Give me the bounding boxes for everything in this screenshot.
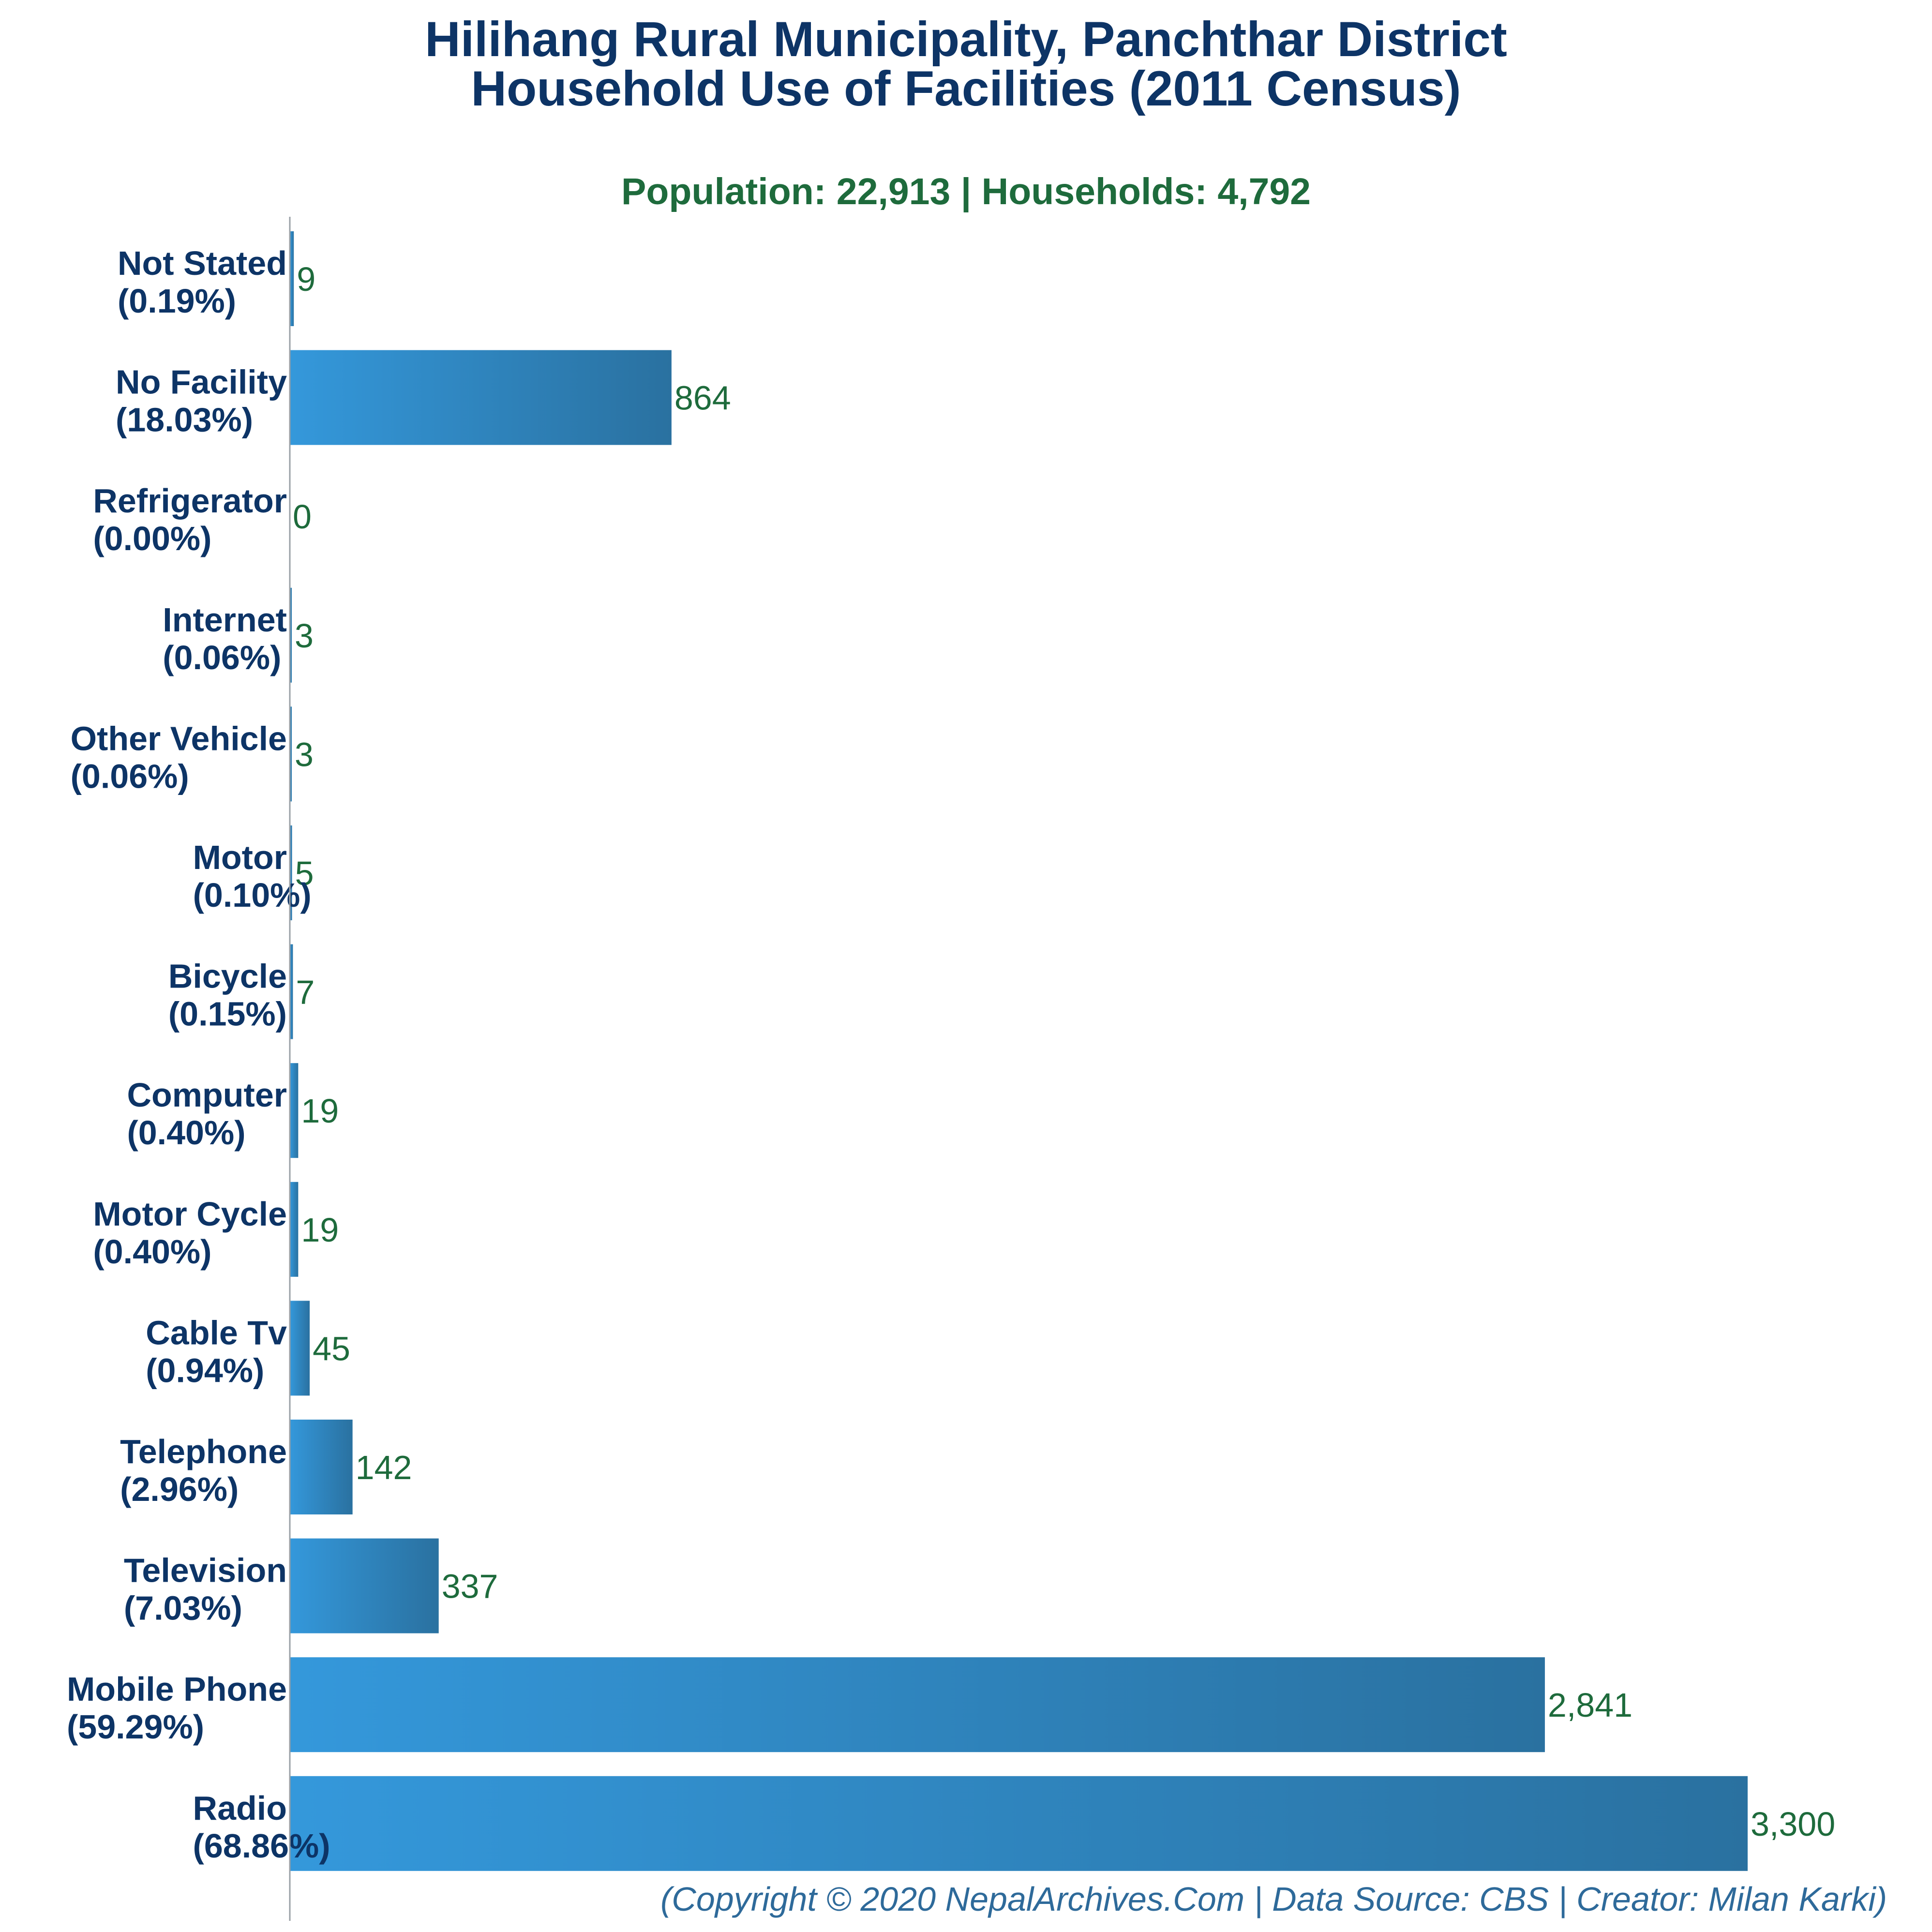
bar-group: 864 No Facility(18.03%) [116, 350, 731, 445]
category-label: Telephone [120, 1433, 287, 1470]
category-percent-label: (0.06%) [163, 639, 281, 676]
bar-group: 19 Computer(0.40%) [127, 1063, 339, 1158]
category-label: Motor [193, 839, 287, 876]
category-percent-label: (0.40%) [127, 1114, 245, 1152]
category-percent-label: (0.00%) [93, 520, 211, 557]
bar [290, 1420, 353, 1514]
category-label: Radio [193, 1789, 287, 1827]
bar-value-label: 9 [297, 260, 315, 298]
bar-group: 142 Telephone(2.96%) [120, 1420, 412, 1514]
bar-value-label: 5 [295, 854, 314, 892]
bar [290, 944, 293, 1039]
bar-value-label: 2,841 [1548, 1686, 1632, 1724]
bar-value-label: 7 [296, 973, 315, 1011]
bar-value-label: 0 [293, 498, 312, 536]
chart-subtitle: Population: 22,913 | Households: 4,792 [621, 171, 1311, 212]
category-label: Internet [163, 601, 287, 639]
bar [290, 1657, 1545, 1752]
bar-value-label: 3 [295, 735, 314, 773]
chart-title-line-1: Hilihang Rural Municipality, Panchthar D… [425, 12, 1507, 67]
bar-value-label: 142 [356, 1449, 412, 1486]
bar-value-label: 3 [295, 617, 314, 655]
chart-title-line-2: Household Use of Facilities (2011 Census… [471, 61, 1461, 116]
bar [290, 825, 292, 920]
bar [290, 350, 672, 445]
bar-group: 45 Cable Tv(0.94%) [146, 1301, 350, 1396]
bar-group: 337 Television(7.03%) [124, 1538, 498, 1633]
bar [290, 231, 294, 326]
bar [290, 1182, 299, 1277]
category-label: Cable Tv [146, 1314, 287, 1351]
credit-text: (Copyright © 2020 NepalArchives.Com | Da… [660, 1880, 1887, 1918]
category-percent-label: (18.03%) [116, 401, 253, 439]
category-label: Bicycle [168, 958, 287, 995]
bar [290, 1538, 439, 1633]
bar [290, 1301, 310, 1396]
category-percent-label: (2.96%) [120, 1470, 239, 1508]
bar-value-label: 337 [442, 1568, 498, 1605]
bar [290, 587, 292, 683]
category-label: Mobile Phone [67, 1670, 287, 1708]
category-label: Computer [127, 1076, 287, 1114]
category-label: Other Vehicle [71, 719, 287, 757]
bars-layer: 9 Not Stated(0.19%) 864 No Facility(18.03%)… [67, 231, 1835, 1871]
category-label: Television [124, 1552, 287, 1589]
bar-value-label: 45 [313, 1330, 350, 1367]
category-percent-label: (0.15%) [168, 995, 287, 1033]
bar-group: 2,841 Mobile Phone(59.29%) [67, 1657, 1632, 1752]
category-percent-label: (0.94%) [146, 1351, 264, 1389]
category-label: Refrigerator [93, 482, 287, 520]
category-label: Not Stated [118, 244, 287, 282]
bar-group: 9 Not Stated(0.19%) [118, 231, 315, 326]
bar-group: 3,300 Radio(68.86%) [193, 1776, 1835, 1871]
chart-title: Hilihang Rural Municipality, Panchthar D… [0, 15, 1932, 113]
category-percent-label: (0.19%) [118, 282, 236, 320]
bar [290, 1776, 1748, 1871]
bar-group: 19 Motor Cycle(0.40%) [93, 1182, 339, 1277]
category-percent-label: (59.29%) [67, 1708, 204, 1746]
bar [290, 706, 292, 802]
category-percent-label: (7.03%) [124, 1589, 242, 1627]
bar-value-label: 19 [301, 1092, 339, 1130]
category-percent-label: (68.86%) [193, 1827, 330, 1865]
bar-value-label: 3,300 [1751, 1805, 1835, 1843]
category-label: No Facility [116, 363, 287, 401]
bar-value-label: 19 [301, 1211, 339, 1249]
bar [290, 1063, 299, 1158]
category-percent-label: (0.06%) [71, 757, 189, 795]
category-label: Motor Cycle [93, 1195, 287, 1233]
bar-value-label: 864 [674, 379, 731, 417]
category-percent-label: (0.10%) [193, 876, 312, 914]
category-percent-label: (0.40%) [93, 1233, 211, 1271]
